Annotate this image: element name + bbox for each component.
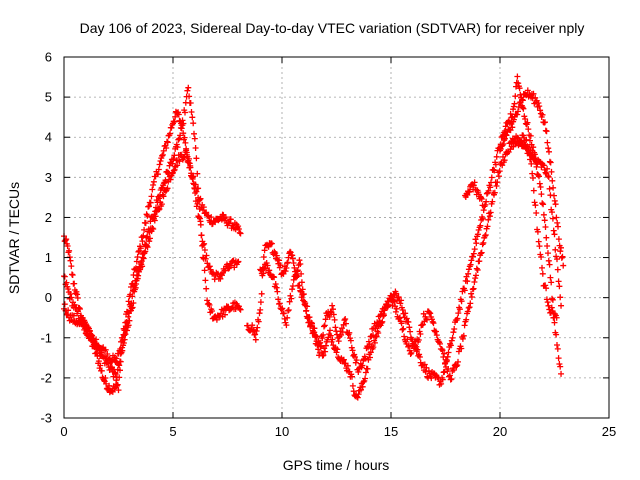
- tick-labels: 0 5 10 15 20 25 -3 -2 -1 0 1 2 3 4 5 6: [40, 50, 616, 440]
- series-trace-4: [244, 73, 565, 401]
- series-trace-2: [61, 147, 242, 384]
- plus-markers: [462, 179, 486, 209]
- plus-markers: [61, 147, 242, 384]
- plus-markers: [507, 132, 560, 321]
- plus-markers: [244, 73, 565, 401]
- x-tick-label: 10: [275, 424, 289, 439]
- y-tick-label: 5: [45, 90, 52, 105]
- y-axis-label: SDTVAR / TECUs: [6, 182, 22, 294]
- y-tick-label: -1: [40, 330, 52, 345]
- x-tick-label: 15: [384, 424, 398, 439]
- chart-title: Day 106 of 2023, Sidereal Day-to-day VTE…: [80, 20, 585, 36]
- x-axis-label: GPS time / hours: [283, 457, 390, 473]
- x-tick-label: 20: [493, 424, 507, 439]
- y-tick-label: 6: [45, 50, 52, 65]
- series-trace-8: [507, 132, 560, 321]
- y-tick-label: 3: [45, 170, 52, 185]
- x-tick-label: 5: [169, 424, 176, 439]
- y-tick-label: 0: [45, 290, 52, 305]
- data-series: [61, 73, 567, 401]
- series-trace-6: [462, 179, 486, 209]
- x-tick-label: 0: [60, 424, 67, 439]
- plus-markers: [61, 108, 244, 396]
- y-tick-label: 4: [45, 130, 52, 145]
- y-tick-label: 1: [45, 250, 52, 265]
- y-tick-label: -2: [40, 370, 52, 385]
- plus-markers: [497, 87, 567, 269]
- x-tick-label: 25: [602, 424, 616, 439]
- series-trace-7: [497, 87, 567, 269]
- y-tick-label: -3: [40, 411, 52, 426]
- y-tick-label: 2: [45, 210, 52, 225]
- plot-frame: [63, 56, 610, 419]
- axis-ticks: [63, 56, 610, 419]
- series-trace-1: [61, 108, 244, 396]
